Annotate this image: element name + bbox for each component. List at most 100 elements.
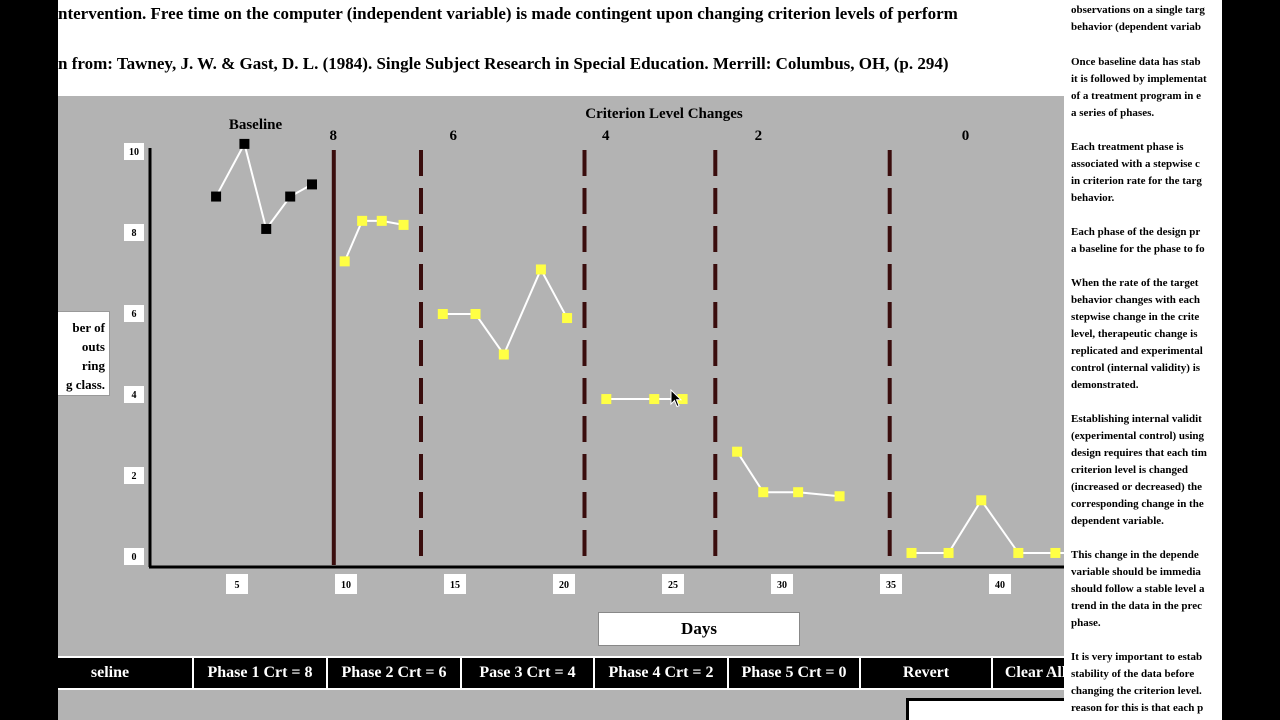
series-line xyxy=(442,267,568,357)
sidebar-text-line: associated with a stepwise c xyxy=(1071,158,1200,170)
bottom-panel xyxy=(906,698,1064,720)
sidebar-text-line: control (internal validity) is xyxy=(1071,362,1201,374)
sidebar-paragraph: Each phase of the design pr a baseline fo… xyxy=(1071,224,1222,258)
sidebar-text-line: corresponding change in the xyxy=(1071,498,1204,510)
chart-title: Criterion Level Changes xyxy=(585,106,743,122)
series-line xyxy=(736,451,840,498)
data-point xyxy=(732,446,743,457)
data-point xyxy=(758,487,769,498)
phase-button-bar: seline Phase 1 Crt = 8 Phase 2 Crt = 6 P… xyxy=(58,656,1064,690)
y-axis-label-line: ber of xyxy=(72,320,105,335)
sidebar-text-line: phase. xyxy=(1071,617,1101,629)
sidebar-text-line: Each phase of the design pr xyxy=(1071,226,1201,238)
sidebar-text-line: trend in the data in the prec xyxy=(1071,600,1202,612)
mouse-cursor-icon xyxy=(670,389,682,408)
clear-all-data-button[interactable]: Clear All Data xyxy=(993,658,1064,688)
y-tick-label: 2 xyxy=(132,471,137,482)
sidebar-text-line: (increased or decreased) the xyxy=(1071,481,1203,493)
phase-label: Baseline xyxy=(229,117,283,133)
baseline-button[interactable]: seline xyxy=(58,658,192,688)
data-point xyxy=(376,215,387,226)
y-tick-label: 4 xyxy=(132,390,137,401)
phase-label: 8 xyxy=(330,128,338,144)
data-point xyxy=(562,313,573,324)
y-tick-label: 6 xyxy=(132,309,137,320)
data-point xyxy=(211,191,222,202)
header-citation: n from: Tawney, J. W. & Gast, D. L. (198… xyxy=(58,54,949,73)
phase4-button[interactable]: Phase 4 Crt = 2 xyxy=(595,658,727,688)
sidebar-text-line: of a treatment program in e xyxy=(1071,90,1202,102)
y-tick-box xyxy=(124,305,144,322)
sidebar-text-line: replicated and experimental xyxy=(1071,345,1203,357)
phase5-button[interactable]: Phase 5 Crt = 0 xyxy=(729,658,859,688)
sidebar-text-line: criterion level is changed xyxy=(1071,464,1189,476)
x-tick-label: 20 xyxy=(559,580,569,591)
sidebar-text-line: observations on a single targ xyxy=(1071,4,1205,16)
x-tick-box xyxy=(335,574,357,594)
y-axis-label-box: ber of outs ring g class. xyxy=(58,311,110,396)
phase1-button[interactable]: Phase 1 Crt = 8 xyxy=(194,658,326,688)
sidebar-text-line: changing the criterion level. xyxy=(1071,685,1202,697)
y-tick-box xyxy=(124,224,144,241)
data-point xyxy=(261,223,272,234)
data-point xyxy=(943,547,954,558)
sidebar-text-line: reason for this is that each p xyxy=(1071,702,1204,714)
data-point xyxy=(398,219,409,230)
sidebar-text-line: behavior. xyxy=(1071,192,1115,204)
data-point xyxy=(357,215,368,226)
y-tick-box xyxy=(124,386,144,403)
app-window: ntervention. Free time on the computer (… xyxy=(58,0,1064,720)
sidebar-paragraph: Establishing internal validit (experiment… xyxy=(1071,411,1222,530)
sidebar-paragraph: observations on a single targ behavior (d… xyxy=(1071,2,1222,36)
data-point xyxy=(906,547,917,558)
x-tick-label: 40 xyxy=(995,580,1005,591)
data-point xyxy=(601,394,612,405)
bottom-strip xyxy=(58,690,1064,720)
x-tick-box xyxy=(662,574,684,594)
x-tick-box xyxy=(771,574,793,594)
phase-label: 4 xyxy=(602,128,610,144)
sidebar-text-line: level, therapeutic change is xyxy=(1071,328,1198,340)
x-tick-label: 10 xyxy=(341,580,351,591)
explanation-sidebar: observations on a single targ behavior (d… xyxy=(1064,0,1222,720)
sidebar-text-line: a series of phases. xyxy=(1071,107,1155,119)
sidebar-text-line: in criterion rate for the targ xyxy=(1071,175,1202,187)
x-axis-label: Days xyxy=(598,612,800,646)
sidebar-paragraph: It is very important to estab stability o… xyxy=(1071,649,1222,717)
data-point xyxy=(677,394,688,405)
data-point xyxy=(793,487,804,498)
phase2-button[interactable]: Phase 2 Crt = 6 xyxy=(328,658,460,688)
y-tick-box xyxy=(124,548,144,565)
phase3-button[interactable]: Pase 3 Crt = 4 xyxy=(462,658,593,688)
y-tick-label: 0 xyxy=(132,552,137,563)
y-axis-label-line: outs xyxy=(81,339,105,354)
sidebar-text-line: variable should be immedia xyxy=(1071,566,1201,578)
x-tick-box xyxy=(880,574,902,594)
sidebar-text-line: design requires that each tim xyxy=(1071,447,1207,459)
sidebar-text-line: demonstrated. xyxy=(1071,379,1139,391)
x-tick-label: 30 xyxy=(777,580,787,591)
sidebar-paragraph: This change in the depende variable shoul… xyxy=(1071,547,1222,632)
revert-button[interactable]: Revert xyxy=(861,658,991,688)
series-line xyxy=(343,219,404,262)
sidebar-text-line: stability of the data before xyxy=(1071,668,1195,680)
sidebar-text-line: behavior (dependent variab xyxy=(1071,21,1201,33)
data-point xyxy=(285,191,296,202)
series-line xyxy=(215,141,313,232)
sidebar-text-line: should follow a stable level a xyxy=(1071,583,1205,595)
sidebar-text-line: dependent variable. xyxy=(1071,515,1164,527)
y-tick-box xyxy=(124,467,144,484)
sidebar-paragraph: Each treatment phase is associated with a… xyxy=(1071,139,1222,207)
data-point xyxy=(976,495,987,506)
sidebar-paragraph: Once baseline data has stab it is followe… xyxy=(1071,54,1222,122)
sidebar-text-line: When the rate of the target xyxy=(1071,277,1199,289)
y-axis-label-line: ring xyxy=(81,358,105,373)
series-line xyxy=(911,498,1064,554)
data-point xyxy=(834,491,845,502)
x-tick-box xyxy=(226,574,248,594)
data-point xyxy=(470,309,481,319)
sidebar-text-line: a baseline for the phase to fo xyxy=(1071,243,1205,255)
x-tick-label: 15 xyxy=(450,580,460,591)
sidebar-text-line: (experimental control) using xyxy=(1071,430,1205,442)
